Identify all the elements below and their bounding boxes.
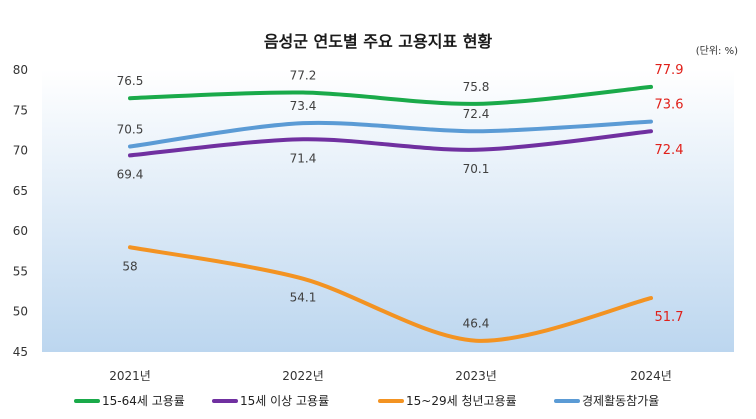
series-line-2	[128, 129, 653, 158]
series-line-3	[128, 245, 653, 343]
data-label: 51.7	[655, 310, 684, 325]
unit-note: (단위: %)	[696, 44, 738, 57]
data-label: 73.4	[290, 99, 317, 113]
legend-label: 15~29세 청년고용률	[406, 394, 517, 408]
y-tick-label: 60	[13, 224, 28, 238]
x-axis: 2021년 2022년 2023년 2024년	[109, 369, 672, 383]
x-tick-label: 2021년	[109, 369, 151, 383]
y-tick-label: 75	[13, 103, 28, 117]
data-label: 69.4	[117, 167, 144, 181]
data-label: 72.4	[463, 107, 490, 121]
data-label: 77.2	[290, 69, 317, 83]
y-tick-label: 45	[13, 345, 28, 359]
y-tick-label: 55	[13, 264, 28, 278]
data-label: 72.4	[655, 143, 684, 158]
data-label: 70.5	[117, 123, 144, 137]
data-label: 46.4	[463, 317, 490, 331]
data-label: 70.1	[463, 162, 490, 176]
x-tick-label: 2023년	[455, 369, 497, 383]
x-tick-label: 2024년	[630, 369, 672, 383]
legend: 15-64세 고용률 15세 이상 고용률 15~29세 청년고용률 경제활동참가율	[74, 394, 659, 408]
legend-label: 경제활동참가율	[582, 394, 659, 408]
data-label: 71.4	[290, 151, 317, 165]
series-line-4	[128, 119, 653, 149]
y-tick-label: 50	[13, 305, 28, 319]
plot-area	[42, 70, 734, 352]
chart-title: 음성군 연도별 주요 고용지표 현황	[264, 32, 493, 51]
legend-label: 15-64세 고용률	[102, 394, 185, 408]
data-label: 77.9	[655, 63, 684, 78]
data-labels: 76.5 77.2 75.8 77.9 69.4 71.4 70.1 72.4 58 54.1 46…	[117, 63, 684, 331]
data-label: 58	[122, 259, 137, 273]
series-lines	[128, 84, 653, 343]
data-label: 76.5	[117, 74, 144, 88]
y-axis: 45 50 55 60 65 70 75 80	[13, 63, 28, 359]
y-tick-label: 70	[13, 144, 28, 158]
data-label: 73.6	[655, 98, 684, 113]
x-tick-label: 2022년	[282, 369, 324, 383]
series-line-1	[128, 84, 653, 106]
y-tick-label: 80	[13, 63, 28, 77]
legend-label: 15세 이상 고용률	[240, 394, 329, 408]
data-label: 75.8	[463, 80, 490, 94]
data-label: 54.1	[290, 291, 317, 305]
y-tick-label: 65	[13, 184, 28, 198]
